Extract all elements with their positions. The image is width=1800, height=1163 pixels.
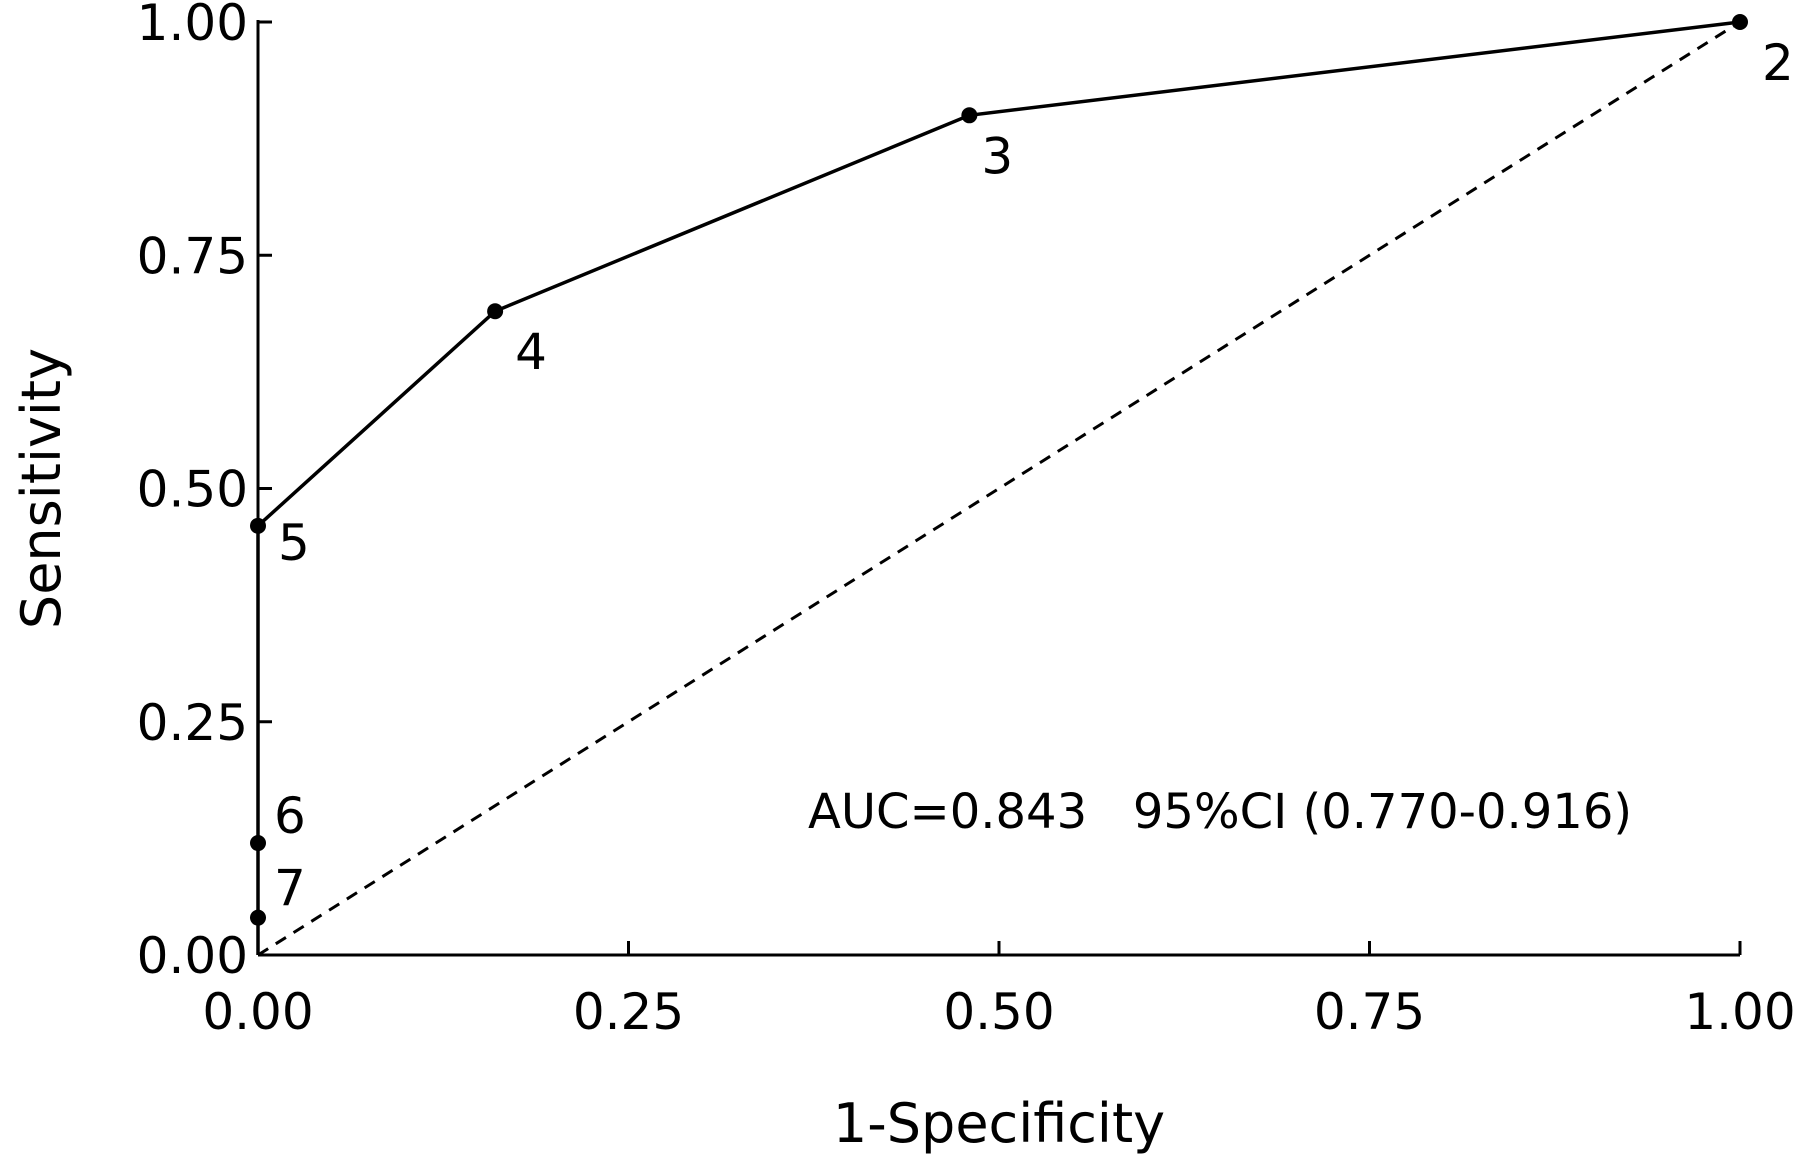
x-tick-label: 0.25 (573, 983, 684, 1041)
axes: 0.00 0.25 0.50 0.75 1.00 0.00 0.25 0.50 0.75 1.00 (137, 0, 1796, 1041)
roc-point-label: 5 (278, 514, 310, 572)
roc-point-label: 4 (515, 323, 547, 381)
roc-point-label: 7 (274, 860, 306, 918)
x-tick-label: 0.75 (1314, 983, 1425, 1041)
y-tick-label: 0.25 (137, 694, 248, 752)
x-tick-label: 0.50 (943, 983, 1054, 1041)
series-layer (250, 14, 1748, 957)
labels-layer: 7 6 5 4 3 2 (274, 34, 1794, 918)
x-tick-label: 0.00 (202, 983, 313, 1041)
roc-point-label: 6 (274, 787, 306, 845)
roc-point (1732, 14, 1748, 30)
reference-line (257, 20, 1741, 957)
y-tick-label: 1.00 (137, 0, 248, 52)
x-tick-label: 1.00 (1684, 983, 1795, 1041)
y-tick-label: 0.75 (137, 227, 248, 285)
auc-annotation: AUC=0.843 95%CI (0.770-0.916) (808, 784, 1632, 840)
roc-point-label: 2 (1762, 34, 1794, 92)
roc-point (487, 303, 504, 320)
y-axis-title: Sensitivity (10, 348, 73, 629)
roc-point (250, 835, 266, 852)
y-tick-label: 0.00 (137, 927, 248, 985)
x-axis-title: 1-Specificity (833, 1092, 1165, 1155)
roc-point-label: 3 (981, 127, 1013, 185)
roc-point (250, 517, 266, 534)
roc-point (250, 909, 266, 926)
y-tick-label: 0.50 (137, 461, 248, 519)
roc-point (961, 107, 978, 124)
